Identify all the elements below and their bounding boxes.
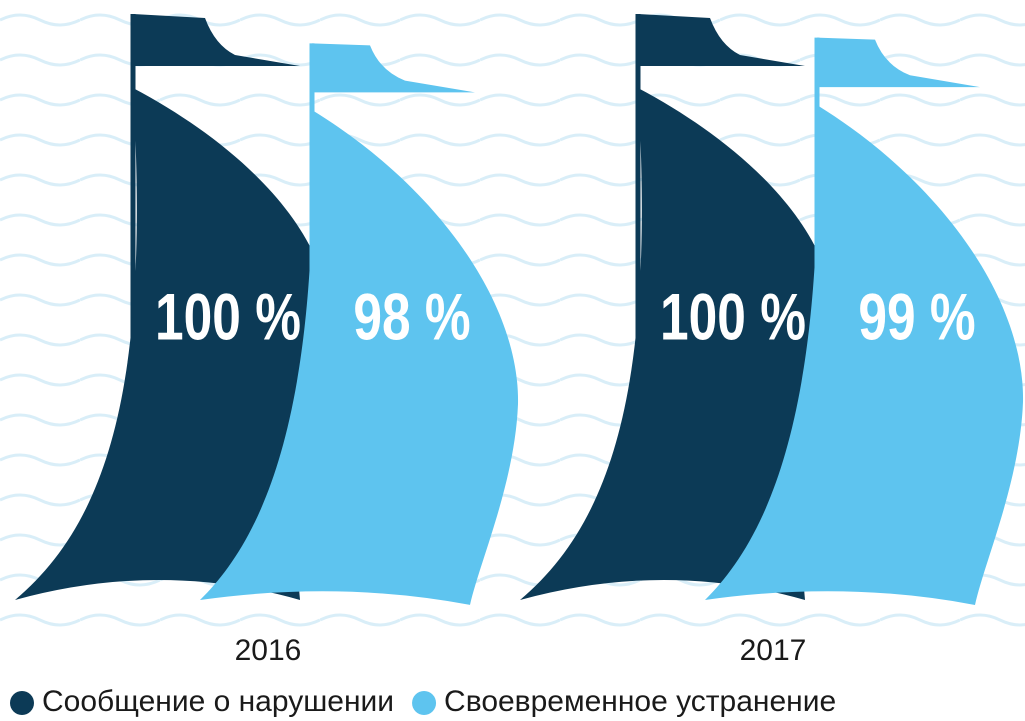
legend-label: Сообщение о нарушении bbox=[42, 685, 394, 718]
sail bbox=[200, 110, 519, 605]
sail bbox=[520, 88, 836, 600]
value-label: 100 % bbox=[155, 279, 301, 354]
flag bbox=[312, 43, 475, 93]
value-label: 98 % bbox=[353, 279, 470, 354]
labels: 100 % 98 % 2016 100 % 99 % 2017 Сообщение о на… bbox=[10, 279, 976, 718]
flag bbox=[638, 14, 805, 66]
flag bbox=[817, 37, 980, 88]
value-label: 100 % bbox=[660, 279, 806, 354]
legend-marker bbox=[412, 691, 437, 715]
year-label: 2017 bbox=[740, 634, 807, 667]
sail bbox=[15, 88, 331, 600]
year-label: 2016 bbox=[235, 634, 302, 667]
sail-group bbox=[520, 14, 836, 600]
legend-marker bbox=[10, 691, 34, 715]
sail-group bbox=[15, 14, 331, 600]
legend-label: Своевременное устранение bbox=[444, 685, 836, 718]
sail-group bbox=[705, 37, 1024, 605]
value-label: 99 % bbox=[858, 279, 975, 354]
sail bbox=[705, 105, 1024, 605]
plot bbox=[15, 14, 1024, 605]
sail-group bbox=[200, 43, 519, 605]
flag bbox=[133, 14, 300, 66]
